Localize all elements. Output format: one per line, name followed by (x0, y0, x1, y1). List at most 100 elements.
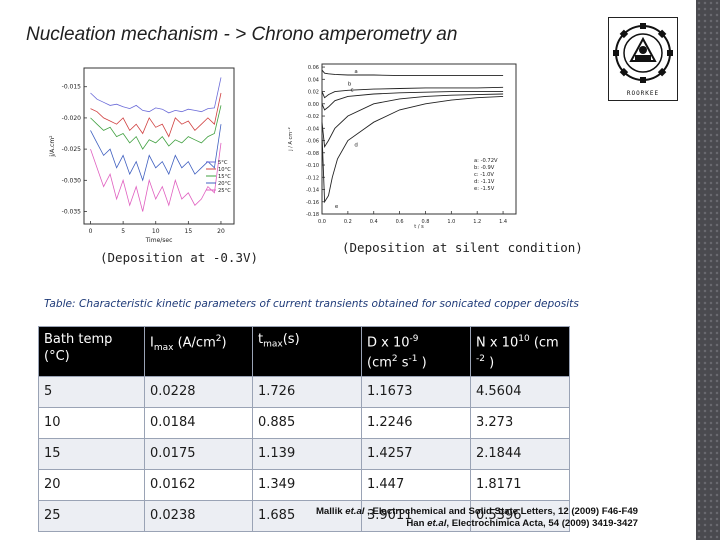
y-tick-label: -0.06 (306, 139, 319, 145)
series-line-25c (90, 142, 222, 212)
header-imax: Imax (A/cm2) (144, 326, 253, 377)
y-tick-label: -0.18 (306, 212, 319, 218)
header-nuclei-density: N x 1010 (cm -2 ) (470, 326, 570, 377)
legend-entry: 15°C (218, 174, 231, 180)
left-chart-caption: (Deposition at -0.3V) (100, 250, 259, 265)
cell-imax: 0.0238 (144, 499, 253, 532)
cell-bath-temp: 20 (38, 468, 145, 501)
cell-tmax: 1.685 (252, 499, 362, 532)
series-line-10c (90, 92, 222, 138)
decorative-side-bar (696, 0, 720, 540)
cell-diffusion: 3.9011 (361, 499, 471, 532)
table-caption: Table: Characteristic kinetic parameters… (44, 298, 579, 310)
right-chart-caption: (Deposition at silent condition) (342, 240, 583, 255)
y-tick-label: -0.02 (306, 114, 319, 120)
cell-imax: 0.0175 (144, 437, 253, 470)
y-tick-label: -0.14 (306, 188, 319, 194)
series-line-15c (90, 105, 222, 150)
y-tick-label: -0.04 (306, 126, 319, 132)
header-bath-temp: Bath temp (°C) (38, 326, 145, 377)
series-line-a (321, 69, 504, 77)
cell-nuclei-density: 1.8171 (470, 468, 570, 501)
cell-bath-temp: 15 (38, 437, 145, 470)
table-row: 25 0.0238 1.685 3.9011 0.5396 (38, 499, 570, 532)
series-line-c (321, 91, 504, 111)
curve-label: b (348, 81, 352, 87)
cell-tmax: 1.139 (252, 437, 362, 470)
cell-diffusion: 1.4257 (361, 437, 471, 470)
y-tick-label: 0.04 (308, 77, 319, 83)
y-axis-label: j / A cm⁻² (288, 127, 294, 152)
cell-bath-temp: 5 (38, 375, 145, 408)
cell-nuclei-density: 4.5604 (470, 375, 570, 408)
y-tick-label: -0.025 (62, 146, 82, 153)
y-tick-label: -0.12 (306, 175, 319, 181)
cell-tmax: 0.885 (252, 406, 362, 439)
legend-entry: e: -1.5V (474, 186, 495, 192)
y-tick-label: -0.035 (62, 209, 82, 216)
x-tick-label: 5 (121, 228, 125, 235)
y-tick-label: -0.16 (306, 200, 319, 206)
series-line-b (321, 86, 504, 99)
legend-entry: c: -1.0V (474, 172, 494, 178)
table-row: 10 0.0184 0.885 1.2246 3.273 (38, 406, 570, 439)
x-tick-label: 0.2 (344, 219, 352, 225)
table-row: 20 0.0162 1.349 1.447 1.8171 (38, 468, 570, 501)
x-tick-label: 0.4 (370, 219, 378, 225)
x-tick-label: 20 (217, 228, 225, 235)
cell-tmax: 1.349 (252, 468, 362, 501)
cell-tmax: 1.726 (252, 375, 362, 408)
cell-imax: 0.0162 (144, 468, 253, 501)
legend-entry: 25°C (218, 188, 231, 194)
series-line-20c (90, 124, 222, 182)
y-tick-label: -0.020 (62, 115, 82, 122)
series-line-5c (90, 77, 222, 114)
y-tick-label: -0.015 (62, 84, 82, 91)
curve-label: c (350, 88, 353, 94)
curve-label: e (335, 204, 339, 210)
table-row: 15 0.0175 1.139 1.4257 2.1844 (38, 437, 570, 470)
x-axis-label: t / s (414, 224, 424, 230)
x-tick-label: 0.8 (421, 219, 429, 225)
y-tick-label: 0.02 (308, 90, 319, 96)
references: Mallik et.al , Electrochemical and Solid… (316, 506, 638, 530)
legend-entry: 10°C (218, 167, 231, 173)
legend-entry: d: -1.1V (474, 179, 495, 185)
x-tick-label: 1.4 (499, 219, 507, 225)
y-tick-label: 0.06 (308, 65, 319, 71)
cell-imax: 0.0228 (144, 375, 253, 408)
curve-label: d (354, 143, 358, 149)
left-chronoamperometry-chart: 0 5 10 15 20 -0.015 -0.020 -0.025 -0.030 -0.035 Ti… (48, 62, 240, 244)
series-line-e (321, 95, 504, 204)
x-tick-label: 15 (185, 228, 193, 235)
y-axis-label: j/A.cm² (49, 135, 56, 158)
table-row: 5 0.0228 1.726 1.1673 4.5604 (38, 375, 570, 408)
reference-2: Han et.al, Electrochimica Acta, 54 (2009… (406, 518, 638, 529)
cell-diffusion: 1.1673 (361, 375, 471, 408)
x-tick-label: 10 (152, 228, 160, 235)
cell-nuclei-density: 0.5396 (470, 499, 570, 532)
x-tick-label: 0.6 (396, 219, 404, 225)
cell-nuclei-density: 2.1844 (470, 437, 570, 470)
slide-title: Nucleation mechanism - > Chrono amperome… (26, 24, 458, 45)
x-axis-label: Time/sec (145, 237, 173, 244)
reference-1: Mallik et.al , Electrochemical and Solid… (315, 506, 638, 517)
cell-bath-temp: 25 (38, 499, 145, 532)
table-header-row: Bath temp (°C) Imax (A/cm2) tmax(s) D x … (38, 326, 570, 377)
kinetic-parameters-table: Bath temp (°C) Imax (A/cm2) tmax(s) D x … (38, 326, 570, 532)
y-tick-label: 0.00 (308, 102, 319, 108)
legend-entry: 5°C (218, 160, 228, 166)
series-line-d (321, 93, 504, 149)
x-tick-label: 1.0 (447, 219, 455, 225)
cell-imax: 0.0184 (144, 406, 253, 439)
y-tick-label: -0.10 (306, 163, 319, 169)
right-chronoamperometry-chart: 0.0 0.2 0.4 0.6 0.8 1.0 1.2 1.4 0.06 0.04 0.02 0.00… (284, 58, 528, 234)
legend-entry: 20°C (218, 181, 231, 187)
x-tick-label: 1.2 (473, 219, 481, 225)
plot-frame (83, 67, 235, 225)
y-tick-label: -0.030 (62, 177, 82, 184)
header-tmax: tmax(s) (252, 326, 362, 377)
cell-bath-temp: 10 (38, 406, 145, 439)
legend-entry: a: -0.72V (474, 158, 498, 164)
legend-entry: b: -0.9V (474, 165, 495, 171)
